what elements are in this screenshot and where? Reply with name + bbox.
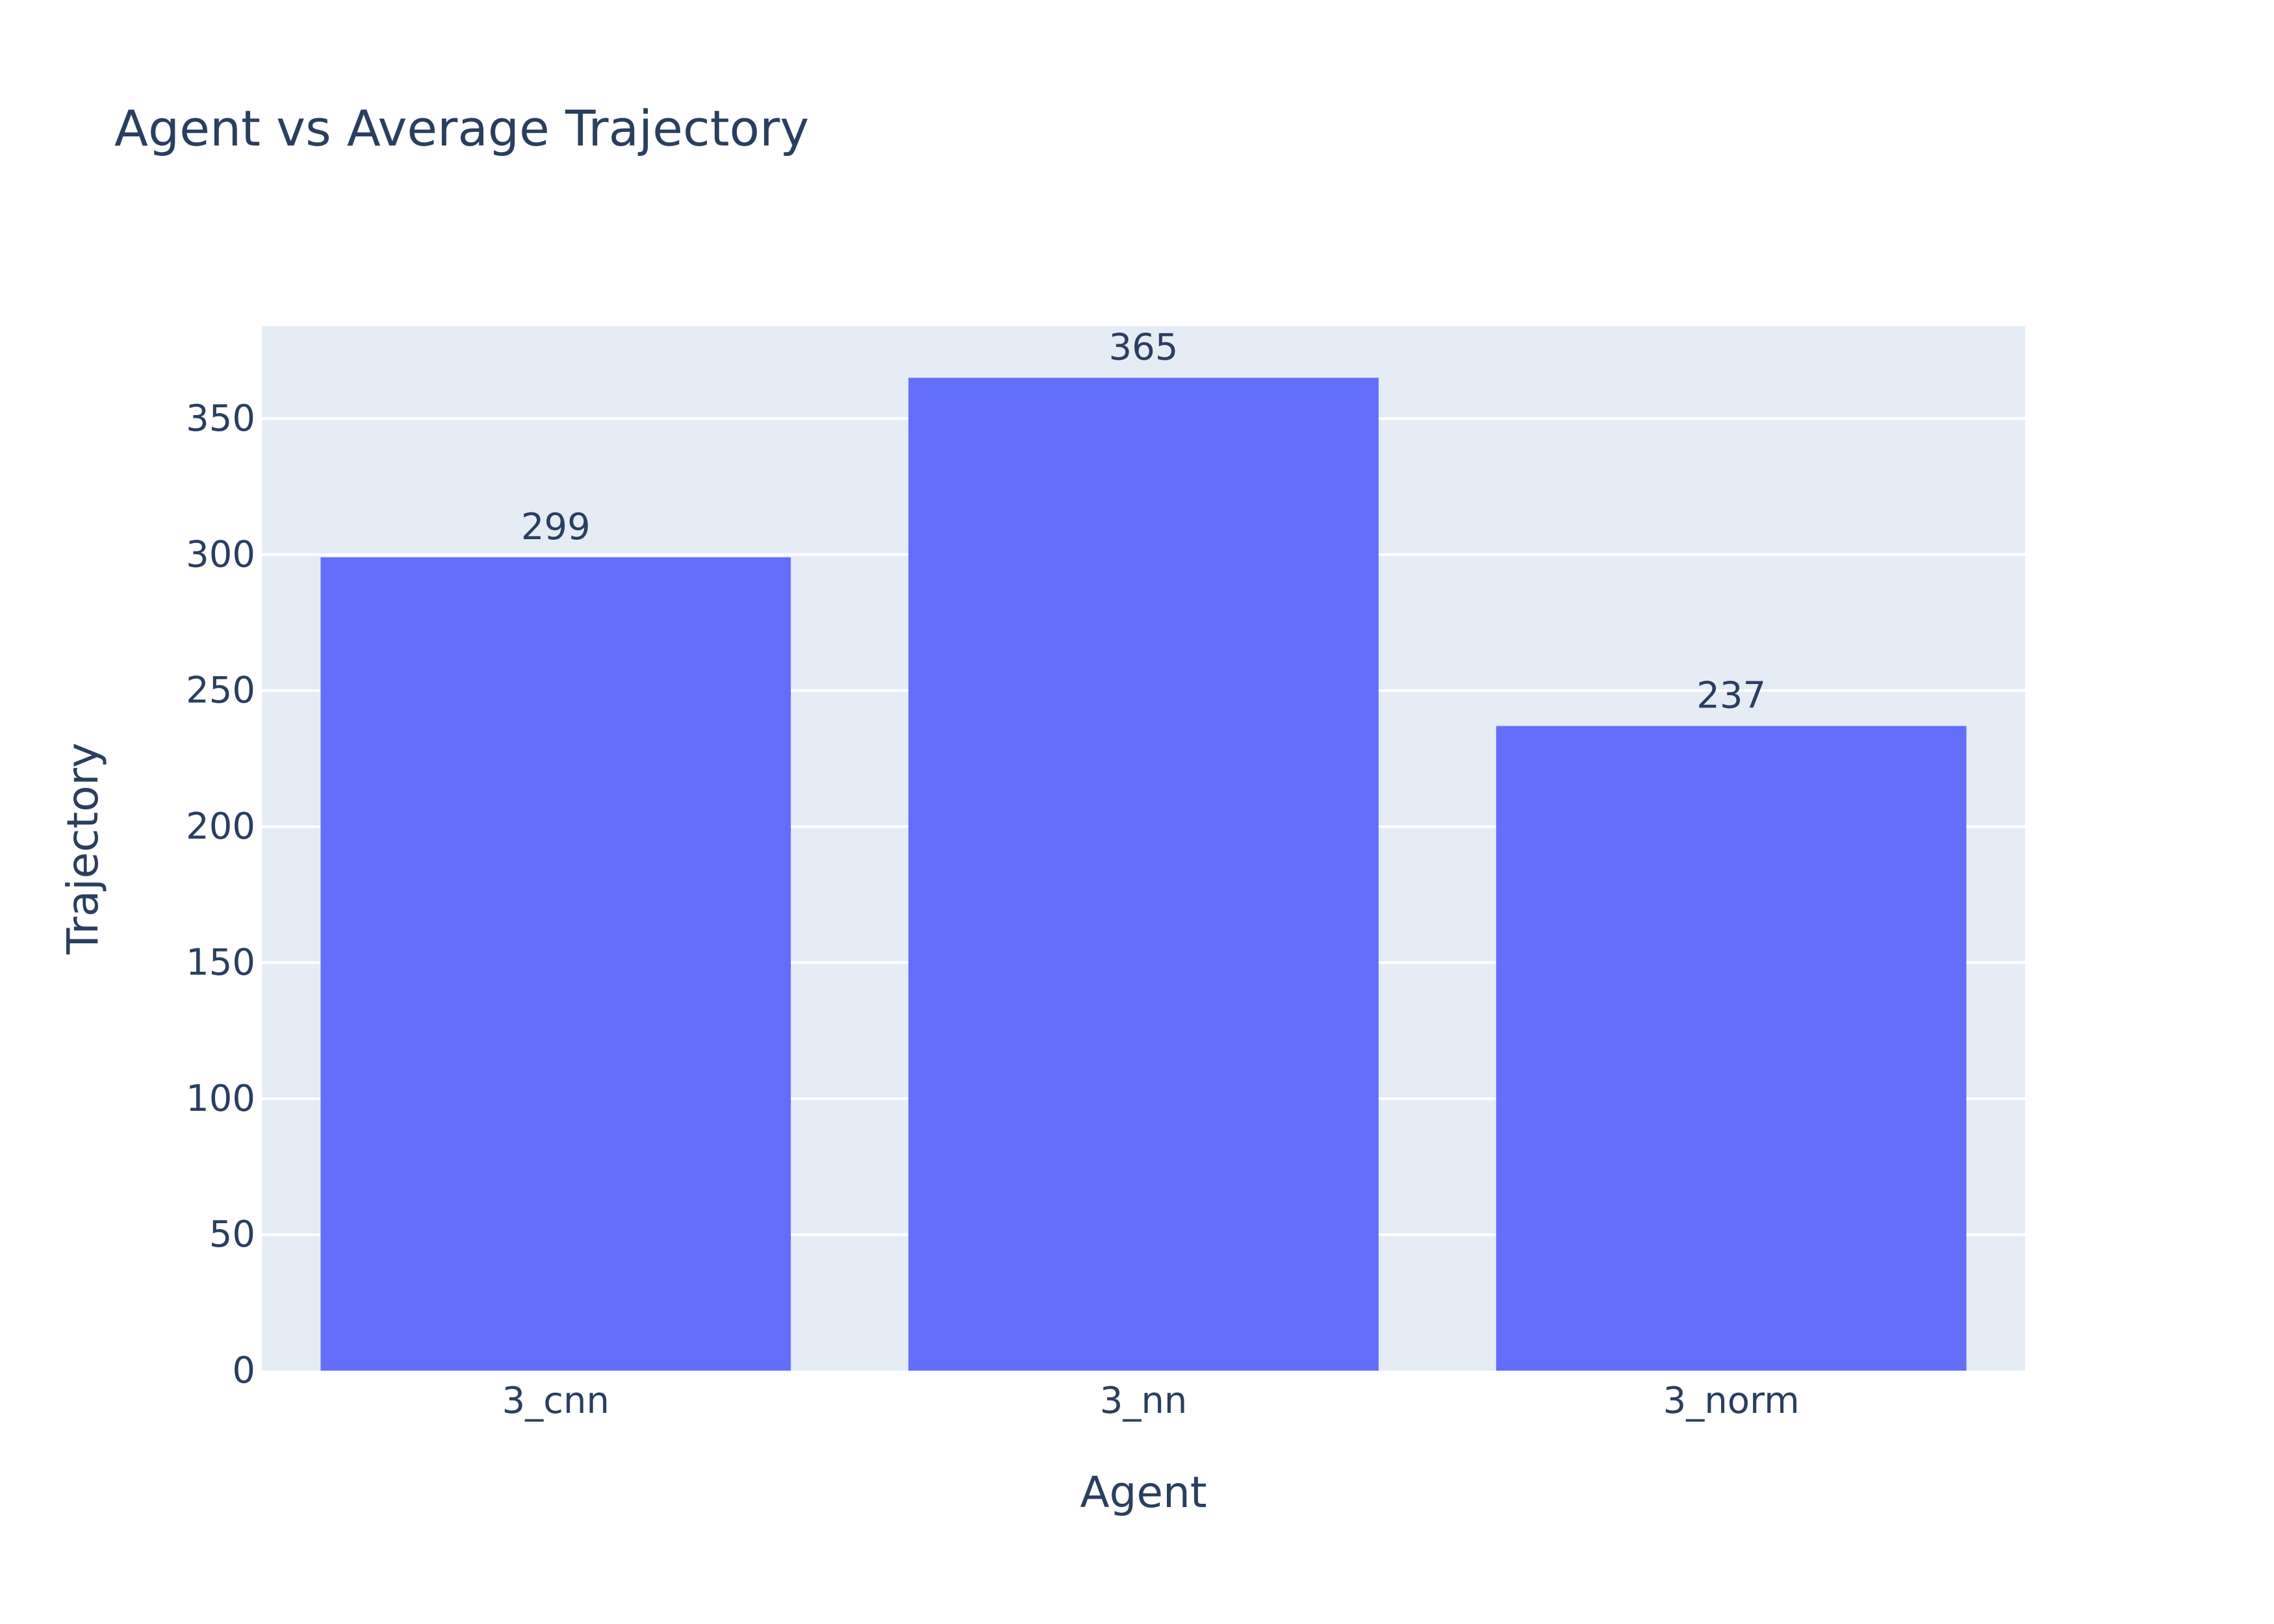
y-axis-ticks: 0 50 100 150 200 250 300 350 [186,398,255,1392]
data-labels: 299 365 237 [521,327,1766,717]
y-tick-label: 200 [186,806,255,848]
y-axis-title: Trajectory [58,742,108,955]
bars [320,377,1967,1371]
data-label-3_norm: 237 [1696,675,1766,717]
y-tick-label: 50 [209,1213,255,1256]
x-axis-ticks: 3_cnn 3_nn 3_norm [502,1380,1800,1422]
data-label-3_cnn: 299 [521,506,591,548]
bar-3_norm[interactable] [1496,726,1967,1371]
data-label-3_nn: 365 [1109,327,1179,369]
y-tick-label: 150 [186,941,255,983]
y-tick-label: 350 [186,398,255,440]
y-tick-label: 250 [186,670,255,712]
y-tick-label: 300 [186,533,255,576]
x-tick-label: 3_nn [1100,1380,1188,1422]
chart-title: Agent vs Average Trajectory [114,99,810,157]
y-tick-label: 0 [232,1350,255,1392]
bar-3_cnn[interactable] [320,557,791,1371]
x-tick-label: 3_cnn [502,1380,609,1422]
bar-3_nn[interactable] [908,377,1379,1371]
x-axis-title: Agent [1080,1467,1207,1517]
y-tick-label: 100 [186,1078,255,1120]
x-tick-label: 3_norm [1663,1380,1800,1422]
